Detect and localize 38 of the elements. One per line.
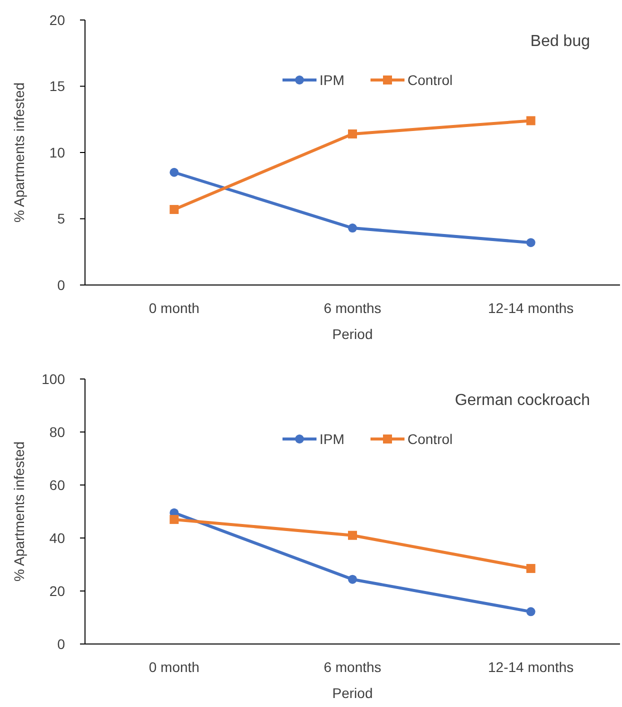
point — [526, 607, 536, 616]
y-tick-label: 15 — [49, 78, 66, 94]
legend-label: Control — [408, 430, 453, 447]
legend-label: Control — [408, 72, 453, 88]
x-tick-label: 12-14 months — [488, 300, 574, 316]
point — [170, 168, 179, 177]
y-tick-label: 100 — [42, 370, 66, 387]
y-axis-title: % Apartments infested — [11, 82, 27, 223]
y-tick-label: 80 — [49, 424, 66, 440]
y-tick-label: 10 — [49, 144, 66, 160]
x-tick-label: 6 months — [324, 300, 382, 316]
y-axis-title: % Apartments infested — [11, 441, 27, 582]
x-tick-label: 0 month — [148, 300, 200, 316]
x-tick-label: 6 months — [324, 659, 382, 675]
x-axis-title: Period — [332, 326, 373, 342]
y-tick-label: 0 — [57, 276, 66, 293]
x-axis-title: Period — [332, 685, 373, 701]
point — [526, 238, 536, 248]
y-tick-label: 20 — [49, 12, 66, 28]
point — [348, 574, 357, 584]
legend-label: IPM — [320, 72, 344, 88]
point — [348, 224, 357, 233]
point — [170, 514, 179, 524]
point — [348, 530, 357, 540]
text: Bed bug — [530, 33, 590, 50]
x-tick-label: 12-14 months — [488, 659, 574, 675]
point — [170, 204, 179, 214]
point — [526, 116, 536, 126]
legend-label: IPM — [320, 430, 344, 447]
x-tick-label: 0 month — [148, 659, 200, 675]
y-tick-label: 40 — [49, 530, 66, 546]
y-tick-label: 5 — [57, 210, 66, 227]
point — [526, 564, 536, 573]
text: German cockroach — [454, 392, 590, 409]
y-tick-label: 60 — [49, 476, 66, 493]
y-tick-label: 0 — [57, 636, 66, 652]
y-tick-label: 20 — [49, 582, 66, 599]
point — [348, 129, 357, 138]
